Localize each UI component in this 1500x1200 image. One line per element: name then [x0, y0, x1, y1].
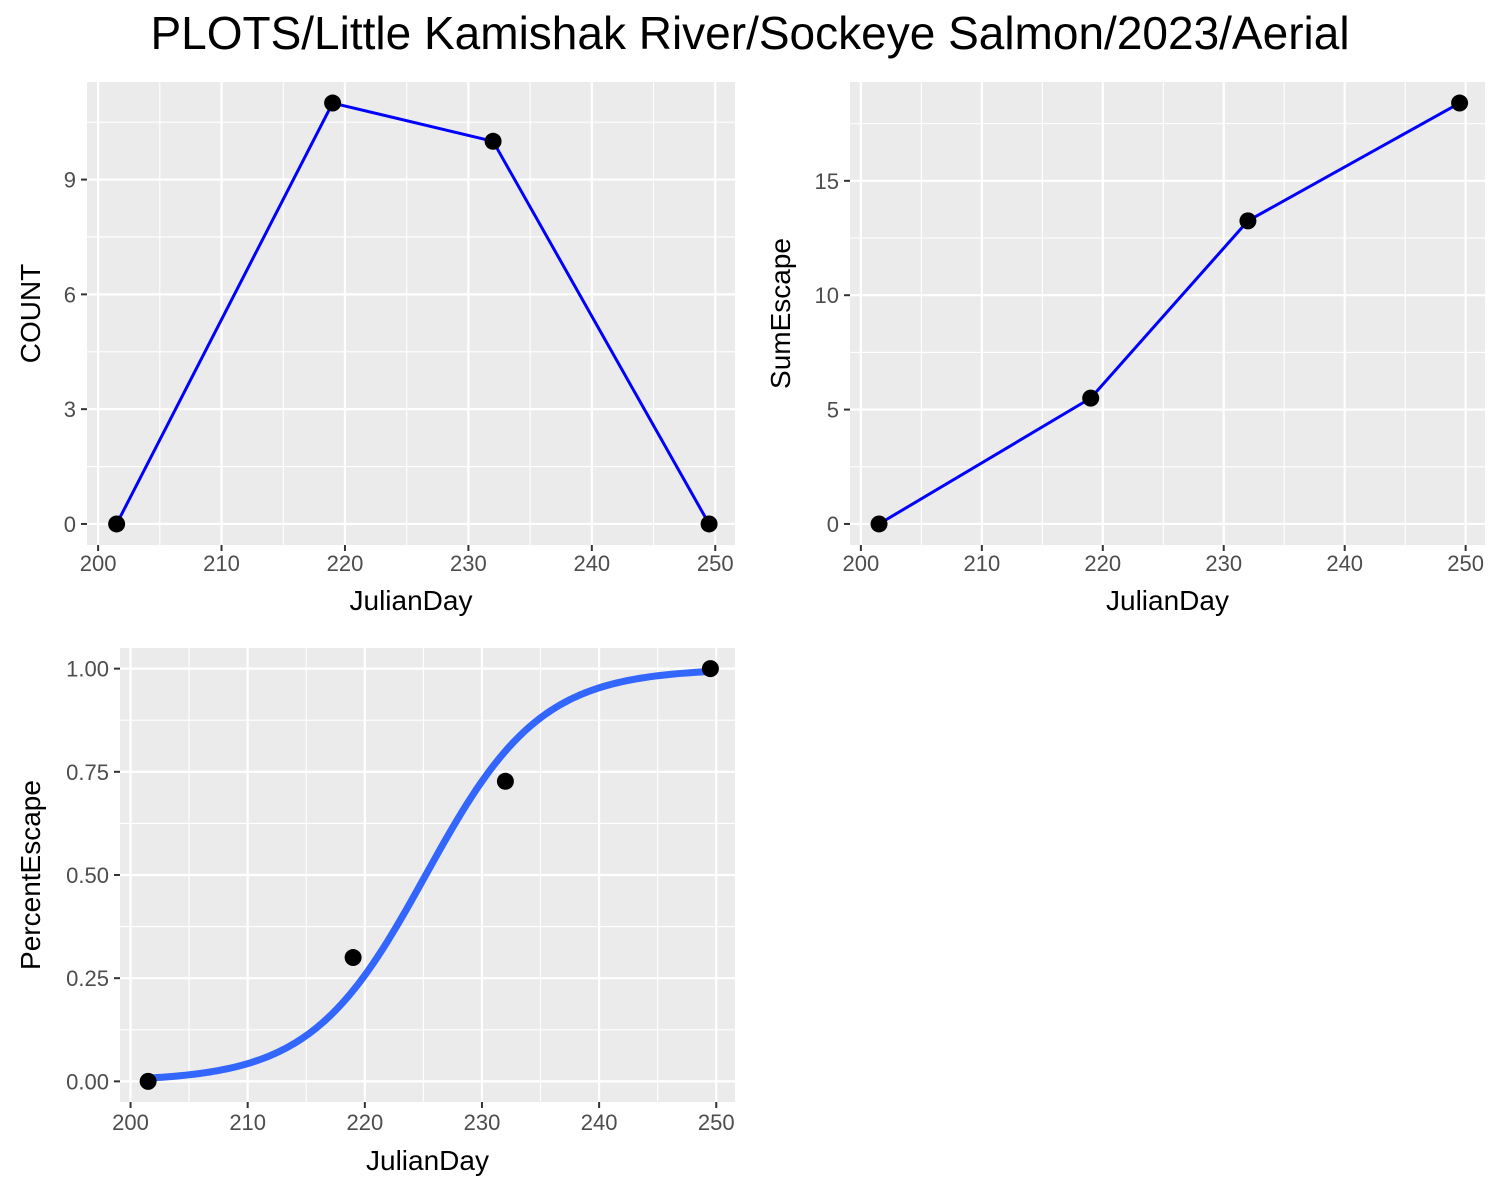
x-tick-label: 250	[697, 551, 734, 576]
y-tick-label: 0	[827, 512, 839, 537]
x-tick-label: 220	[327, 551, 364, 576]
y-tick-label: 0.00	[66, 1069, 109, 1094]
y-axis-title: PercentEscape	[15, 780, 46, 970]
data-point	[108, 515, 126, 533]
x-tick-label: 210	[203, 551, 240, 576]
y-tick-label: 0.50	[66, 863, 109, 888]
x-tick-label: 230	[464, 1110, 501, 1135]
fit-curve	[147, 668, 711, 1082]
data-point	[1451, 94, 1469, 112]
x-tick-label: 210	[963, 551, 1000, 576]
y-tick-label: 0.75	[66, 760, 109, 785]
y-tick-label: 5	[827, 398, 839, 423]
x-tick-label: 230	[450, 551, 487, 576]
data-point	[324, 94, 342, 112]
y-tick-label: 0.25	[66, 966, 109, 991]
x-tick-label: 240	[581, 1110, 618, 1135]
y-tick-label: 15	[815, 169, 839, 194]
data-point	[700, 515, 718, 533]
series-line	[878, 101, 1461, 526]
percentescape-panel: 200 210 220 230 240 250 0.00 0.25 0.50 0.75 1.00 Ju…	[15, 648, 735, 1176]
x-axis-title: JulianDay	[350, 585, 473, 616]
data-point	[484, 132, 502, 150]
plot-background	[87, 82, 735, 545]
x-tick-label: 220	[1084, 551, 1121, 576]
y-axis-title: COUNT	[15, 264, 46, 364]
x-tick-label: 240	[573, 551, 610, 576]
x-tick-label: 210	[229, 1110, 266, 1135]
data-point	[1239, 212, 1257, 230]
x-tick-label: 220	[346, 1110, 383, 1135]
y-tick-label: 10	[815, 283, 839, 308]
data-point	[701, 660, 719, 678]
x-axis-title: JulianDay	[366, 1145, 489, 1176]
data-point	[1082, 389, 1100, 407]
data-point	[496, 772, 514, 790]
data-point	[344, 949, 362, 967]
y-tick-label: 1.00	[66, 657, 109, 682]
sumescape-panel: 200 210 220 230 240 250 0 5 10 15 JulianDay SumEsca…	[765, 82, 1485, 616]
data-point	[139, 1072, 157, 1090]
count-panel: 200 210 220 230 240 250 0 3 6 9 JulianDay COUNT	[15, 82, 735, 616]
x-tick-label: 230	[1205, 551, 1242, 576]
x-tick-label: 200	[80, 551, 117, 576]
y-tick-label: 3	[64, 397, 76, 422]
x-tick-label: 250	[698, 1110, 735, 1135]
x-tick-label: 250	[1447, 551, 1484, 576]
data-point	[870, 515, 888, 533]
page-title: PLOTS/Little Kamishak River/Sockeye Salm…	[150, 7, 1350, 59]
y-tick-label: 0	[64, 512, 76, 537]
y-axis-title: SumEscape	[765, 238, 796, 389]
y-tick-label: 6	[64, 282, 76, 307]
x-tick-label: 240	[1326, 551, 1363, 576]
x-tick-label: 200	[843, 551, 880, 576]
x-axis-title: JulianDay	[1106, 585, 1229, 616]
series-line	[115, 101, 711, 525]
y-tick-label: 9	[64, 168, 76, 193]
x-tick-label: 200	[112, 1110, 149, 1135]
